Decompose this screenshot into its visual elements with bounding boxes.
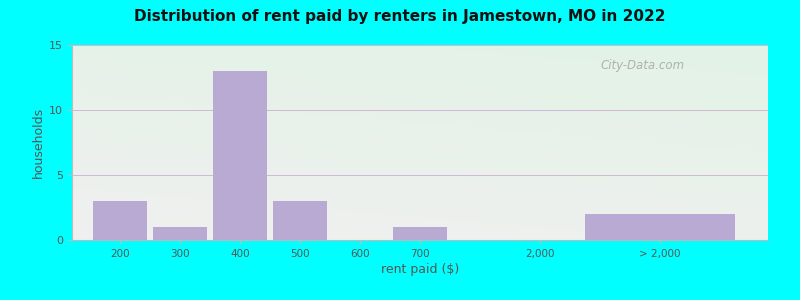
Text: City-Data.com: City-Data.com: [601, 58, 685, 72]
Bar: [213, 71, 267, 240]
Text: Distribution of rent paid by renters in Jamestown, MO in 2022: Distribution of rent paid by renters in …: [134, 9, 666, 24]
Bar: [393, 227, 447, 240]
Bar: [585, 214, 735, 240]
X-axis label: rent paid ($): rent paid ($): [381, 263, 459, 276]
Bar: [93, 201, 147, 240]
Y-axis label: households: households: [32, 107, 45, 178]
Bar: [273, 201, 327, 240]
Bar: [153, 227, 207, 240]
